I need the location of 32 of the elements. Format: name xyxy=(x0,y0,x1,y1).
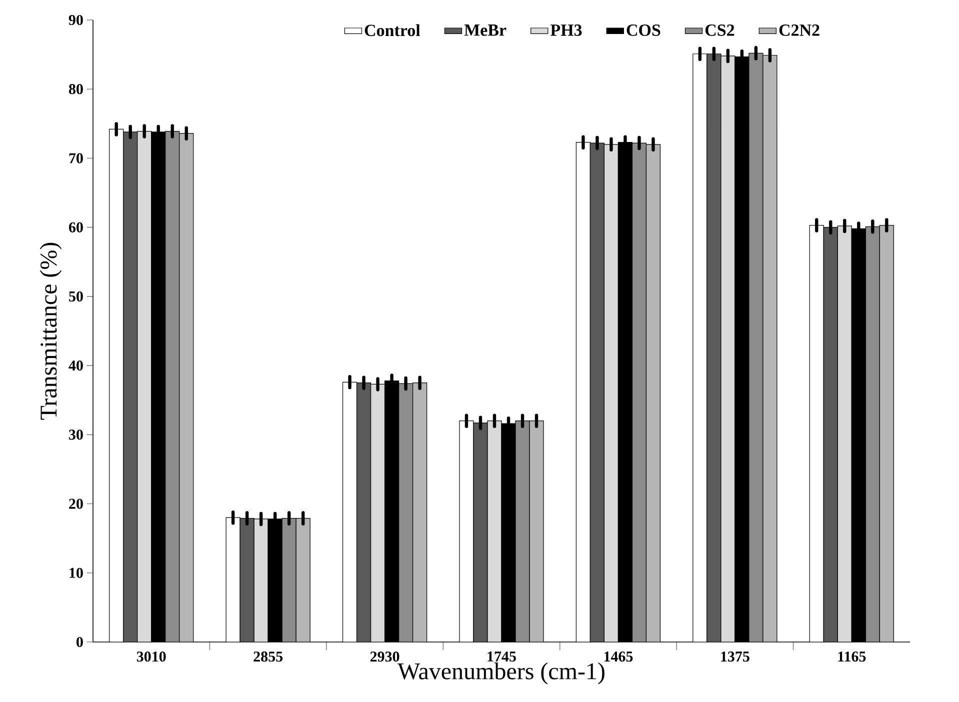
legend-label: CS2 xyxy=(705,24,734,36)
legend-label: PH3 xyxy=(550,24,582,36)
y-tick-label: 10 xyxy=(70,568,83,578)
x-tick-label: 1375 xyxy=(721,652,750,662)
bar xyxy=(762,54,778,642)
x-tick-label: 3010 xyxy=(136,652,166,662)
y-tick-label: 50 xyxy=(69,291,83,302)
legend-label: Control xyxy=(364,24,420,36)
bar xyxy=(646,144,661,642)
y-axis-title: Transmittance (%) xyxy=(40,242,62,420)
x-tick-label: 1165 xyxy=(838,652,866,662)
legend-label: C2N2 xyxy=(779,24,820,36)
x-tick-label: 2930 xyxy=(370,652,400,662)
bar xyxy=(296,518,310,642)
legend-label: COS xyxy=(626,24,660,36)
y-tick-label: 20 xyxy=(69,498,83,509)
x-tick-label: 1465 xyxy=(604,652,633,662)
y-tick-label: 0 xyxy=(76,636,83,648)
x-axis-title: Wavenumbers (cm-1) xyxy=(398,662,604,684)
x-tick-label: 2855 xyxy=(254,652,283,662)
y-tick-label: 30 xyxy=(69,430,83,440)
bar xyxy=(879,224,894,642)
y-tick-label: 90 xyxy=(68,14,83,26)
x-tick-label: 1745 xyxy=(488,652,516,662)
y-tick-label: 70 xyxy=(69,153,83,164)
y-tick-label: 80 xyxy=(68,84,83,94)
y-tick-label: 60 xyxy=(68,222,83,232)
bar xyxy=(179,133,194,642)
bar xyxy=(529,420,544,642)
y-tick-label: 40 xyxy=(68,360,83,371)
bar xyxy=(412,382,428,642)
legend-label: MeBr xyxy=(464,24,506,36)
